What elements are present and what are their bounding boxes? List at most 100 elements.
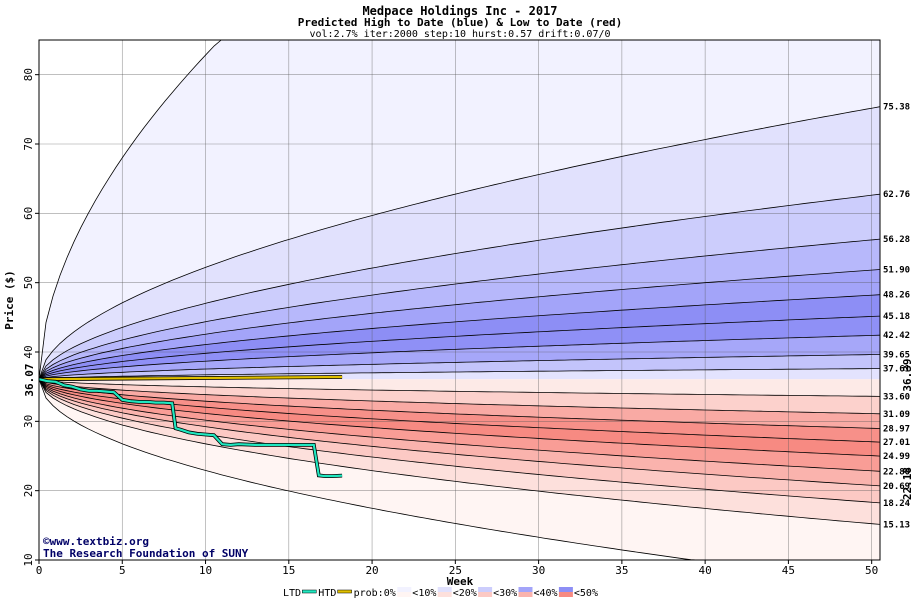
- quantile-label-5: 45.18: [883, 312, 910, 322]
- quantile-line-low-4: [38, 378, 881, 457]
- legend-label-3: <10%: [412, 588, 436, 599]
- band-low-5: [39, 379, 880, 472]
- y-tick-label-60: 60: [22, 207, 35, 220]
- quantile-line-low-0: [38, 378, 881, 397]
- y-tick-label-40: 40: [22, 345, 35, 358]
- x-tick-label-15: 15: [282, 564, 295, 577]
- quantile-line-high-3: [38, 238, 881, 380]
- quantile-line-low-6: [38, 378, 881, 487]
- credit-line-2: The Research Foundation of SUNY: [43, 547, 249, 560]
- ltd-line: [38, 378, 343, 478]
- legend: LTD HTD prob:0% <10% <20% <30% <40% <50%: [283, 587, 598, 599]
- legend-swatch-high-6: [518, 587, 533, 592]
- quantile-line-high-1: [38, 106, 881, 380]
- quantile-label-13: 24.99: [883, 452, 910, 462]
- band-high-2: [39, 194, 880, 380]
- x-tick-label-5: 5: [119, 564, 126, 577]
- x-tick-label-30: 30: [532, 564, 545, 577]
- y-tick-label-20: 20: [22, 484, 35, 497]
- legend-swatch-low-5: [478, 592, 493, 597]
- band-high-1: [39, 106, 880, 380]
- plot-frame: [38, 39, 881, 561]
- legend-swatch-high-5: [478, 587, 493, 592]
- start-value-label: 36.07: [23, 363, 36, 396]
- band-high-4: [39, 269, 880, 380]
- y-tick-label-70: 70: [22, 137, 35, 150]
- quantile-line-high-2: [38, 193, 881, 380]
- quantile-label-16: 18.24: [883, 499, 911, 509]
- quantile-label-4: 48.26: [883, 291, 910, 301]
- x-axis-label: Week: [447, 575, 474, 588]
- x-tick-label-0: 0: [36, 564, 43, 577]
- band-low-3: [39, 379, 880, 443]
- quantile-label-2: 56.28: [883, 235, 910, 245]
- x-tick-label-35: 35: [615, 564, 628, 577]
- y-tick-label-10: 10: [22, 553, 35, 566]
- band-low-4: [39, 379, 880, 457]
- quantile-line-high-9: [38, 368, 880, 380]
- quantile-label-10: 31.09: [883, 410, 910, 420]
- series-end-label-1: 22.18: [901, 467, 914, 500]
- credit-line-1: ©www.textbiz.org: [43, 535, 149, 548]
- legend-label-6: <40%: [534, 588, 558, 599]
- y-tick-label-80: 80: [22, 68, 35, 81]
- band-low-8: [39, 379, 880, 525]
- legend-swatch-high-3: [397, 587, 412, 592]
- quantile-line-high-7: [38, 334, 881, 380]
- quantile-label-9: 33.60: [883, 392, 910, 402]
- quantile-label-6: 42.42: [883, 331, 910, 341]
- band-high-0: [39, 40, 880, 380]
- y-tick-label-50: 50: [22, 276, 35, 289]
- quantile-line-low-1: [38, 378, 881, 415]
- chart-subtitle: Predicted High to Date (blue) & Low to D…: [298, 16, 623, 29]
- quantile-label-7: 39.65: [883, 350, 910, 360]
- quantile-label-11: 28.97: [883, 424, 910, 434]
- band-high-3: [39, 239, 880, 380]
- quantile-label-0: 75.38: [883, 103, 910, 113]
- legend-swatch-low-7: [558, 592, 573, 597]
- quantile-line-low-5: [38, 378, 881, 472]
- series-lines: [38, 375, 343, 479]
- band-low-0: [39, 379, 880, 397]
- right-labels: 75.38 62.76 56.28 51.90 48.26 45.18 42.42 39.65…: [883, 103, 914, 531]
- x-tick-label-50: 50: [865, 564, 878, 577]
- quantile-line-high-4: [38, 269, 881, 380]
- legend-swatch-low-3: [397, 592, 412, 597]
- legend-label-7: <50%: [574, 588, 598, 599]
- quantile-label-1: 62.76: [883, 190, 910, 200]
- quantile-label-14: 22.80: [883, 467, 910, 477]
- y-tick-label-30: 30: [22, 415, 35, 428]
- quantile-line-low-3: [38, 378, 881, 443]
- quantile-line-high-8: [38, 354, 881, 380]
- x-tick-label-10: 10: [199, 564, 212, 577]
- y-ticks: 10 20 30 40 50 60 70 80: [22, 68, 39, 567]
- legend-label-0: LTD: [283, 588, 301, 599]
- quantile-label-12: 27.01: [883, 438, 910, 448]
- x-tick-label-45: 45: [782, 564, 795, 577]
- quantile-line-high-5: [38, 294, 881, 380]
- quantile-line-low-8: [38, 379, 881, 525]
- quantile-line-high-6: [38, 315, 881, 380]
- x-ticks: 0 5 10 15 20 25 30 35 40 45 50: [36, 560, 878, 577]
- legend-swatch-ltd: [302, 589, 317, 594]
- x-tick-label-40: 40: [699, 564, 712, 577]
- legend-swatch-low-4: [437, 592, 452, 597]
- series-end-label-0: 36.39: [901, 358, 914, 391]
- plot-bands: [39, 40, 880, 560]
- quantile-label-17: 15.13: [883, 520, 910, 530]
- legend-swatch-high-7: [558, 587, 573, 592]
- x-tick-label-20: 20: [365, 564, 378, 577]
- chart-title: Medpace Holdings Inc - 2017: [362, 4, 557, 18]
- legend-label-2: prob:0%: [354, 588, 396, 599]
- band-high-8: [39, 354, 880, 380]
- quantile-label-8: 37.61: [883, 365, 910, 375]
- chart-params: vol:2.7% iter:2000 step:10 hurst:0.57 dr…: [309, 29, 610, 40]
- htd-line: [38, 375, 343, 381]
- band-high-5: [39, 294, 880, 380]
- band-high-7: [39, 335, 880, 380]
- band-low-9: [39, 379, 880, 560]
- x-tick-label-25: 25: [449, 564, 462, 577]
- legend-swatch-low-6: [518, 592, 533, 597]
- legend-swatch-high-4: [437, 587, 452, 592]
